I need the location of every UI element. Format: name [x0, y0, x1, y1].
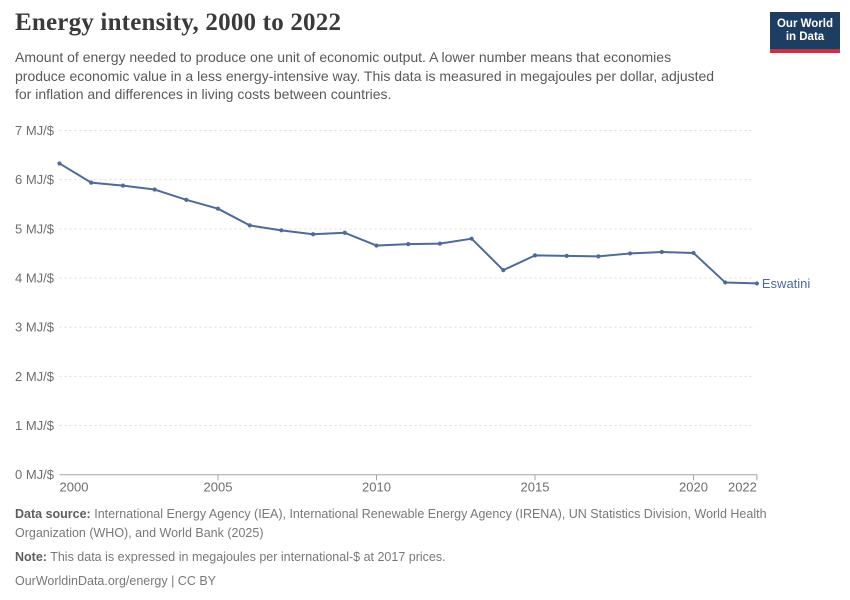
y-axis-tick-label: 6 MJ/$ — [15, 172, 55, 187]
data-source-text: International Energy Agency (IEA), Inter… — [15, 507, 767, 540]
data-point[interactable] — [374, 243, 379, 248]
data-point[interactable] — [564, 253, 569, 258]
y-axis-tick-label: 5 MJ/$ — [15, 221, 55, 236]
data-source-line: Data source: International Energy Agency… — [15, 505, 797, 543]
data-point[interactable] — [342, 230, 347, 235]
x-axis-tick-label: 2020 — [679, 480, 708, 495]
data-point[interactable] — [628, 251, 633, 256]
x-axis-tick-label: 2000 — [60, 480, 89, 495]
page-title: Energy intensity, 2000 to 2022 — [15, 9, 342, 36]
data-point[interactable] — [57, 161, 62, 166]
y-axis-tick-label: 1 MJ/$ — [15, 418, 55, 433]
data-point[interactable] — [501, 268, 506, 273]
data-point[interactable] — [120, 183, 125, 188]
y-axis-tick-label: 3 MJ/$ — [15, 320, 55, 335]
y-axis-tick-label: 0 MJ/$ — [15, 467, 55, 482]
owid-logo-text-line2: in Data — [785, 31, 825, 43]
x-axis-tick-label: 2005 — [204, 480, 233, 495]
data-point[interactable] — [279, 228, 284, 233]
data-point[interactable] — [247, 223, 252, 228]
series-label-eswatini[interactable]: Eswatini — [762, 276, 811, 291]
data-point[interactable] — [437, 241, 442, 246]
owid-logo-text-line1: Our World — [776, 18, 833, 30]
data-point[interactable] — [184, 197, 189, 202]
data-point[interactable] — [311, 232, 316, 237]
data-point[interactable] — [469, 236, 474, 241]
chart-footer: Data source: International Energy Agency… — [15, 505, 797, 596]
data-source-label: Data source: — [15, 507, 91, 521]
data-point[interactable] — [723, 280, 728, 285]
note-text: This data is expressed in megajoules per… — [50, 550, 446, 564]
chart-subtitle: Amount of energy needed to produce one u… — [15, 49, 715, 102]
data-point[interactable] — [596, 254, 601, 259]
owid-logo[interactable]: Our World in Data — [770, 12, 840, 53]
data-point[interactable] — [406, 241, 411, 247]
data-point[interactable] — [754, 281, 760, 286]
note-line: Note: This data is expressed in megajoul… — [15, 548, 797, 567]
x-axis-tick-label: 2010 — [362, 480, 391, 495]
y-axis-tick-label: 7 MJ/$ — [15, 123, 55, 138]
trend-line-eswatini[interactable] — [58, 162, 758, 285]
data-point[interactable] — [152, 187, 157, 192]
data-point[interactable] — [532, 253, 538, 258]
note-label: Note: — [15, 550, 47, 564]
license-line: OurWorldinData.org/energy | CC BY — [15, 572, 797, 591]
data-point[interactable] — [215, 206, 221, 211]
y-axis-tick-label: 4 MJ/$ — [15, 271, 55, 286]
data-point[interactable] — [89, 180, 94, 185]
x-axis-tick-label: 2015 — [521, 480, 550, 495]
x-axis-tick-label: 2022 — [728, 480, 757, 495]
data-point[interactable] — [659, 249, 664, 255]
owid-url-link[interactable]: OurWorldinData.org/energy | CC BY — [15, 574, 217, 588]
y-axis-tick-label: 2 MJ/$ — [15, 369, 55, 384]
data-point[interactable] — [691, 250, 696, 256]
